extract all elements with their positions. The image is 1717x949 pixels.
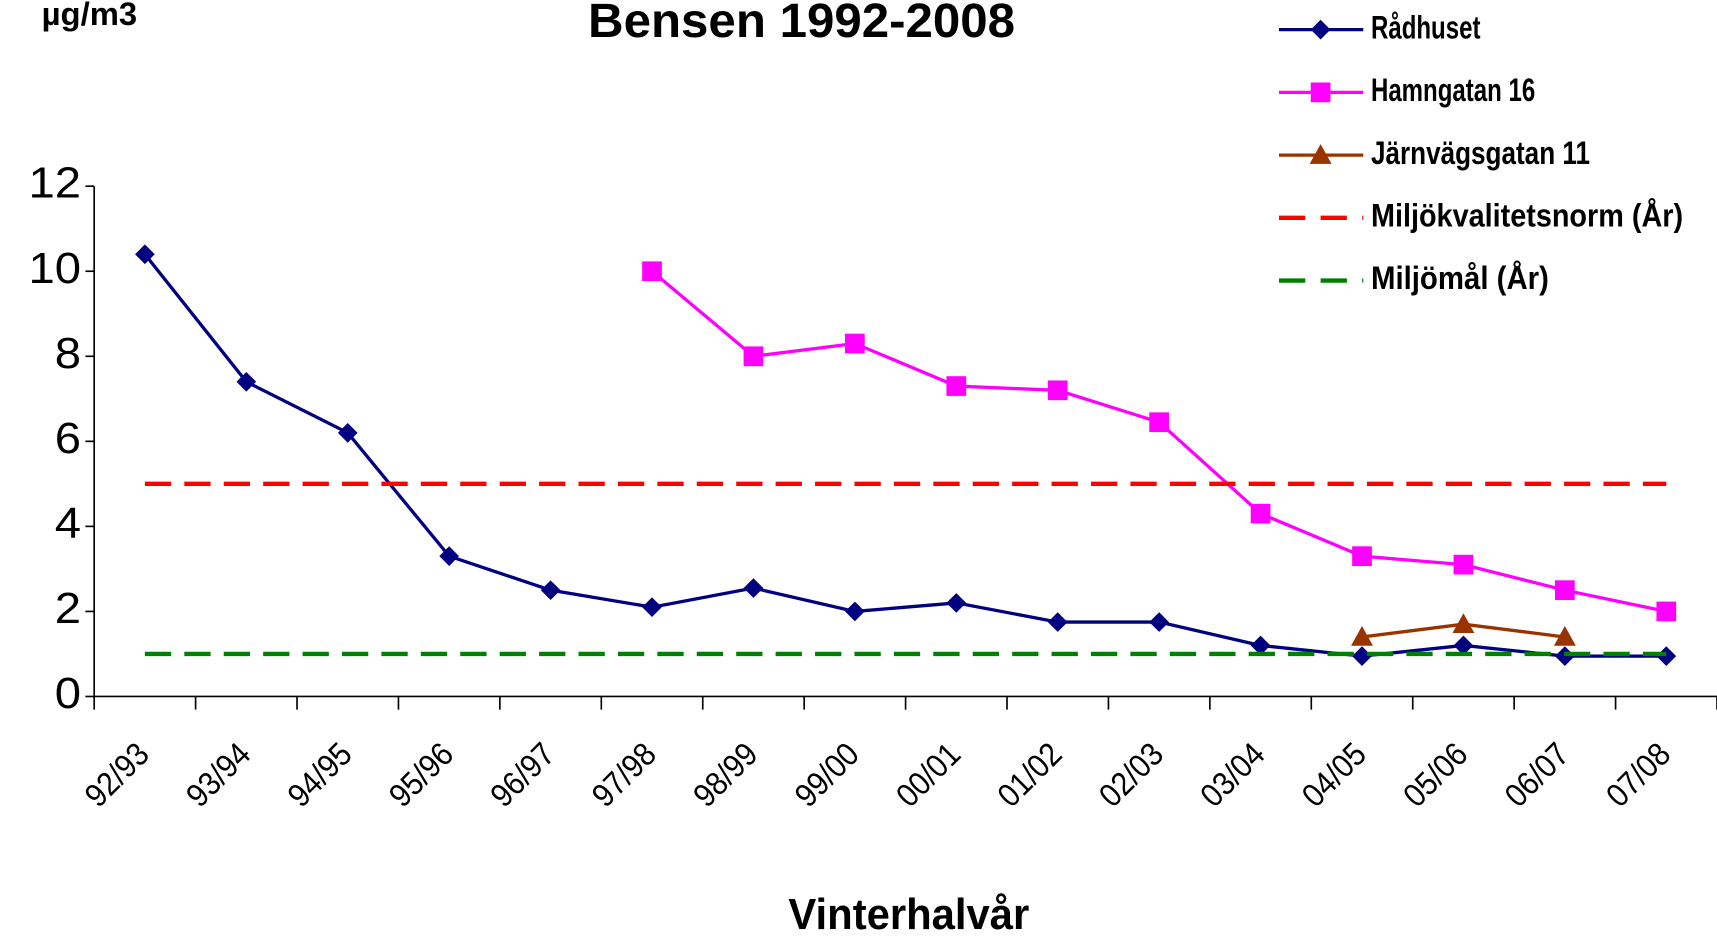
marker <box>1453 554 1474 575</box>
legend-label: Miljömål (År) <box>1371 259 1549 296</box>
x-tick-label: 03/04 <box>1193 735 1272 814</box>
y-tick-label: 8 <box>55 329 81 378</box>
y-tick-label: 12 <box>28 159 81 208</box>
marker <box>642 261 662 282</box>
legend-label: Miljökvalitetsnorm (År) <box>1371 197 1683 234</box>
marker <box>1149 412 1170 433</box>
marker <box>946 593 967 613</box>
marker <box>1047 612 1068 632</box>
y-tick-label: 4 <box>55 499 81 548</box>
marker <box>1250 503 1271 524</box>
legend-label: Rådhuset <box>1371 8 1481 45</box>
chart-title: Bensen 1992-2008 <box>588 0 1015 48</box>
marker <box>236 371 257 392</box>
legend-marker <box>1309 144 1332 164</box>
series-line <box>650 269 1667 614</box>
x-tick-label: 05/06 <box>1396 735 1475 814</box>
marker <box>540 580 561 601</box>
x-tick-label: 92/93 <box>77 735 156 814</box>
x-tick-label: 97/98 <box>584 735 663 814</box>
x-tick-label: 99/00 <box>787 735 866 814</box>
legend-label: Hamngatan 16 <box>1371 71 1535 108</box>
marker <box>439 546 460 567</box>
marker <box>946 376 967 396</box>
y-axis-label: µg/m3 <box>42 0 138 32</box>
y-tick-label: 0 <box>55 669 81 718</box>
y-tick-label: 2 <box>55 584 81 633</box>
x-tick-label: 94/95 <box>280 735 359 814</box>
marker <box>1453 635 1474 656</box>
marker <box>845 333 865 354</box>
legend-marker <box>1310 82 1331 103</box>
marker <box>1553 625 1576 646</box>
x-tick-label: 93/94 <box>179 735 258 814</box>
marker <box>1452 613 1475 633</box>
marker <box>845 601 865 622</box>
series-line <box>143 253 1667 658</box>
x-tick-label: 07/08 <box>1599 735 1678 814</box>
marker <box>1656 601 1677 622</box>
marker <box>1555 580 1575 601</box>
legend-marker <box>1310 19 1331 40</box>
x-tick-label: 01/02 <box>990 735 1069 814</box>
x-tick-label: 06/07 <box>1497 735 1576 814</box>
legend: Rådhuset Hamngatan 16 Järnvägsgatan 11 Milj… <box>1268 0 1717 296</box>
x-tick-label: 00/01 <box>889 735 968 814</box>
marker <box>1351 625 1373 646</box>
x-tick-label: 02/03 <box>1091 735 1170 814</box>
marker <box>1047 380 1068 401</box>
x-tick-label: 04/05 <box>1294 735 1373 814</box>
marker <box>1250 635 1271 656</box>
marker <box>1352 546 1372 567</box>
y-tick-label: 10 <box>28 244 81 293</box>
x-tick-label: 96/97 <box>483 735 562 814</box>
x-axis-label: Vinterhalvår <box>788 890 1029 939</box>
marker <box>337 422 358 443</box>
marker <box>1352 646 1372 666</box>
marker <box>1149 612 1170 632</box>
legend-label: Järnvägsgatan 11 <box>1371 134 1590 171</box>
marker <box>743 346 764 367</box>
marker <box>642 597 662 618</box>
marker <box>743 578 764 598</box>
x-tick-label: 98/99 <box>686 735 765 814</box>
y-tick-label: 6 <box>55 414 81 463</box>
x-tick-label: 95/96 <box>381 735 460 814</box>
